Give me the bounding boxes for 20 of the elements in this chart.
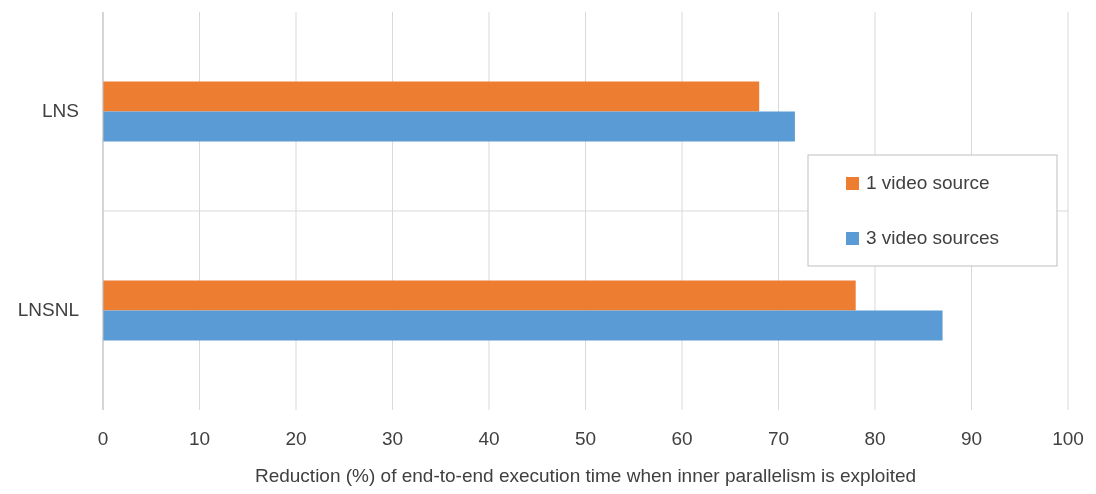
- x-tick-label: 70: [767, 428, 790, 449]
- x-tick-label: 30: [381, 428, 404, 449]
- bar: [103, 280, 856, 311]
- bar: [103, 111, 795, 142]
- x-tick-label: 100: [1052, 428, 1084, 449]
- x-tick-label: 20: [285, 428, 307, 449]
- y-tick-label: LNSNL: [17, 298, 79, 320]
- bar: [103, 310, 943, 341]
- legend-label: 3 video sources: [866, 227, 1000, 249]
- x-tick-label: 50: [574, 428, 597, 449]
- x-tick-label: 10: [188, 428, 211, 449]
- legend-label: 1 video source: [866, 172, 990, 194]
- x-tick-label: 40: [478, 428, 500, 449]
- x-tick-label: 0: [97, 428, 109, 449]
- x-tick-label: 90: [960, 428, 983, 449]
- x-tick-label: 60: [671, 428, 693, 449]
- x-tick-label: 80: [864, 428, 886, 449]
- y-tick-label: LNS: [42, 99, 79, 121]
- bar: [103, 81, 760, 112]
- x-axis-title: Reduction (%) of end-to-end execution time when inner parallelism is exploited: [254, 465, 917, 486]
